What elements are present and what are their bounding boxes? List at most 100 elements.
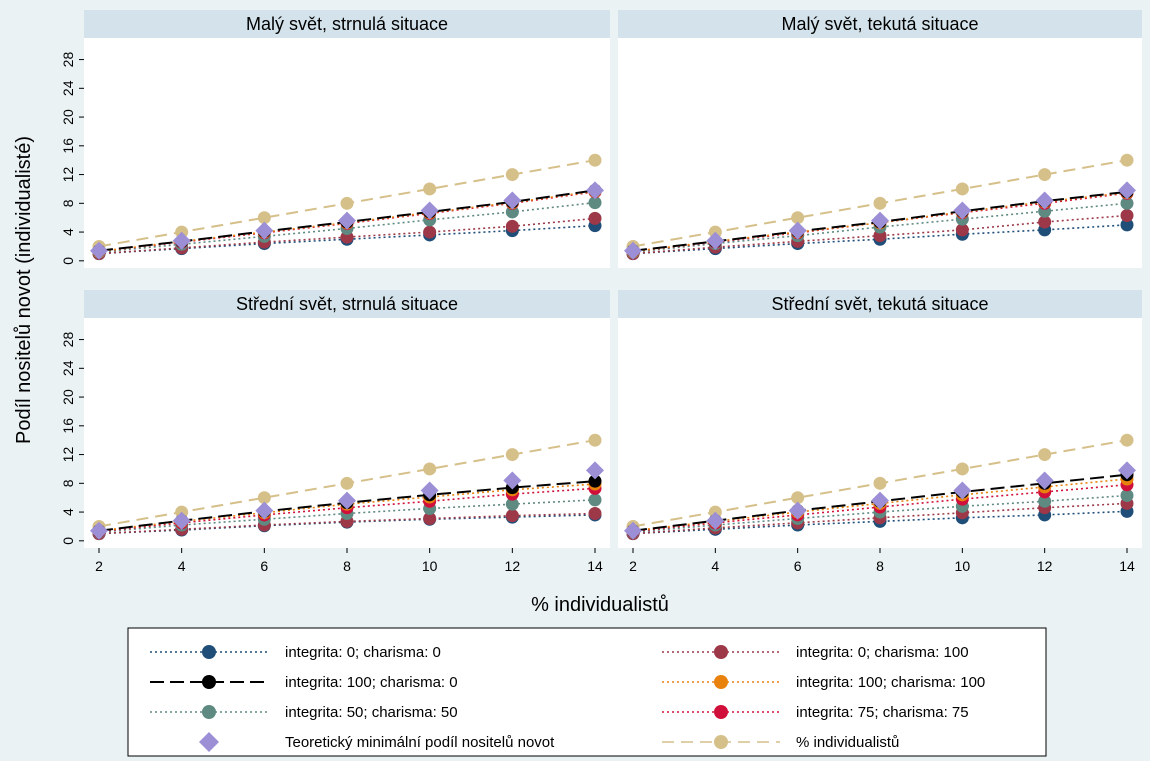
point-pct bbox=[1038, 168, 1052, 182]
point-theory bbox=[871, 211, 889, 230]
legend-item-theory: Teoretický minimální podíl nositelů novo… bbox=[199, 732, 555, 752]
point-theory bbox=[624, 521, 642, 540]
point-pct bbox=[955, 182, 969, 196]
legend-marker bbox=[199, 732, 219, 752]
legend-marker bbox=[202, 675, 216, 689]
x-tick-label: 2 bbox=[629, 558, 637, 574]
point-pct bbox=[257, 491, 271, 505]
x-tick-label: 14 bbox=[1119, 558, 1135, 574]
point-theory bbox=[420, 481, 439, 500]
point-s50_50 bbox=[1038, 494, 1052, 508]
y-tick-label: 4 bbox=[60, 508, 76, 516]
x-tick-label: 14 bbox=[587, 558, 603, 574]
panel-title-bar bbox=[84, 10, 610, 38]
point-s0_100 bbox=[1120, 209, 1134, 223]
x-tick-label: 10 bbox=[422, 558, 438, 574]
y-tick-label: 24 bbox=[60, 80, 76, 96]
legend-box bbox=[127, 627, 1047, 757]
panel-title: Střední svět, tekutá situace bbox=[771, 294, 988, 314]
point-pct bbox=[955, 462, 969, 476]
y-tick-label: 12 bbox=[60, 167, 76, 183]
point-s0_100 bbox=[505, 219, 519, 233]
point-theory bbox=[1118, 181, 1136, 200]
point-theory bbox=[503, 191, 522, 210]
point-pct bbox=[1120, 153, 1134, 167]
point-pct bbox=[423, 462, 437, 476]
legend: integrita: 0; charisma: 0 integrita: 0; c… bbox=[127, 627, 1047, 757]
point-s0_0 bbox=[1120, 218, 1134, 232]
legend-label: integrita: 100; charisma: 0 bbox=[285, 674, 458, 691]
legend-item-s100_100: integrita: 100; charisma: 100 bbox=[662, 674, 985, 691]
point-pct bbox=[340, 476, 354, 490]
y-tick-label: 0 bbox=[60, 257, 76, 265]
legend-marker bbox=[714, 645, 728, 659]
panel-title-bar bbox=[84, 290, 610, 318]
point-theory bbox=[624, 241, 642, 260]
point-pct bbox=[505, 448, 519, 462]
y-tick-label: 20 bbox=[60, 109, 76, 125]
legend-label: Teoretický minimální podíl nositelů novo… bbox=[285, 734, 555, 751]
legend-item-s100_0: integrita: 100; charisma: 0 bbox=[150, 674, 458, 691]
legend-marker bbox=[202, 645, 216, 659]
legend-marker bbox=[714, 675, 728, 689]
point-s0_100 bbox=[1038, 215, 1052, 229]
panels: Malý svět, strnulá situace0481216202428M… bbox=[60, 10, 1142, 574]
panel-title-bar bbox=[618, 10, 1142, 38]
point-theory bbox=[586, 461, 604, 480]
legend-label: % individualistů bbox=[796, 734, 899, 751]
point-pct bbox=[791, 211, 805, 225]
point-pct bbox=[588, 433, 602, 447]
point-pct bbox=[505, 168, 519, 182]
x-tick-label: 12 bbox=[505, 558, 521, 574]
panel-2: Střední svět, strnulá situace04812162024… bbox=[60, 290, 610, 574]
point-pct bbox=[340, 196, 354, 210]
x-tick-label: 4 bbox=[178, 558, 186, 574]
point-pct bbox=[588, 153, 602, 167]
legend-item-pct: % individualistů bbox=[662, 734, 899, 751]
point-theory bbox=[503, 471, 522, 490]
legend-marker bbox=[714, 705, 728, 719]
y-tick-label: 28 bbox=[60, 332, 76, 348]
point-theory bbox=[255, 221, 274, 240]
point-pct bbox=[1038, 448, 1052, 462]
panel-0: Malý svět, strnulá situace 0 4 8 12 16 20 24 28 bbox=[60, 10, 610, 268]
x-tick-label: 10 bbox=[955, 558, 971, 574]
y-axis-label: Podíl nositelů novot (individualisté) bbox=[13, 136, 35, 444]
point-theory bbox=[172, 231, 191, 250]
legend-label: integrita: 0; charisma: 0 bbox=[285, 644, 441, 661]
y-tick-label: 12 bbox=[60, 447, 76, 463]
point-theory bbox=[953, 481, 972, 500]
x-tick-label: 2 bbox=[95, 558, 103, 574]
point-s50_50 bbox=[505, 497, 519, 511]
panel-3: Střední svět, tekutá situace 2 4 6 8 10 12 14 bbox=[618, 290, 1142, 574]
point-pct bbox=[791, 491, 805, 505]
point-pct bbox=[1120, 433, 1134, 447]
point-pct bbox=[873, 196, 887, 210]
point-theory bbox=[1035, 471, 1054, 490]
point-theory bbox=[90, 241, 108, 260]
y-tick-label: 20 bbox=[60, 389, 76, 405]
y-tick-label: 16 bbox=[60, 418, 76, 434]
point-s50_50 bbox=[1120, 196, 1134, 210]
panel-title-bar bbox=[618, 290, 1142, 318]
y-tick-label: 4 bbox=[60, 228, 76, 236]
point-pct bbox=[873, 476, 887, 490]
point-theory bbox=[706, 231, 725, 250]
point-s50_50 bbox=[1120, 489, 1134, 503]
point-pct bbox=[423, 182, 437, 196]
point-s50_50 bbox=[588, 196, 602, 210]
point-theory bbox=[1035, 191, 1054, 210]
point-theory bbox=[420, 201, 439, 220]
y-tick-label: 0 bbox=[60, 537, 76, 545]
x-tick-label: 6 bbox=[260, 558, 268, 574]
point-theory bbox=[172, 511, 191, 530]
point-theory bbox=[1118, 461, 1136, 480]
legend-item-s0_100: integrita: 0; charisma: 100 bbox=[662, 644, 969, 661]
point-s0_100 bbox=[423, 512, 437, 526]
point-s100_0 bbox=[588, 474, 602, 488]
point-theory bbox=[706, 511, 725, 530]
x-tick-label: 4 bbox=[711, 558, 719, 574]
point-theory bbox=[953, 201, 972, 220]
x-tick-label: 8 bbox=[876, 558, 884, 574]
legend-label: integrita: 50; charisma: 50 bbox=[285, 704, 458, 721]
